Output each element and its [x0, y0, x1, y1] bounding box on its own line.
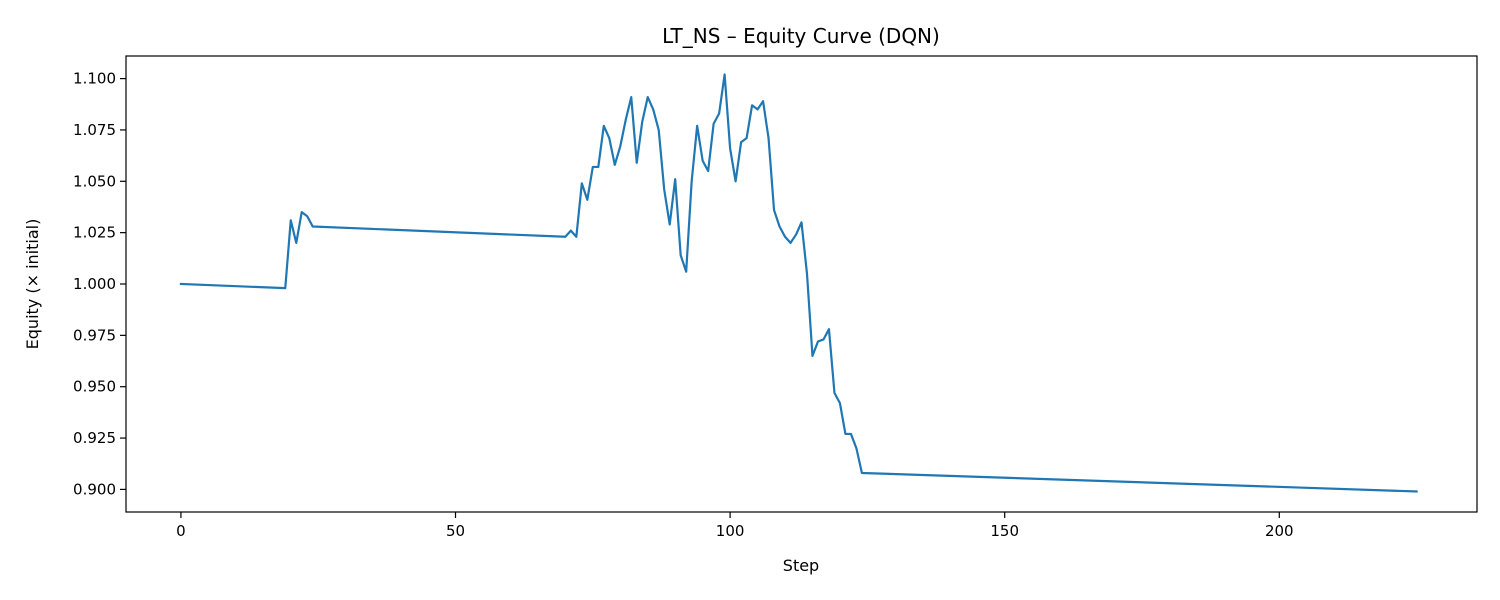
x-tick-label: 200: [1265, 522, 1294, 540]
x-tick-label: 0: [176, 522, 186, 540]
axes-frame: [125, 55, 1478, 513]
x-tick-label: 50: [446, 522, 465, 540]
y-tick-label: 1.100: [73, 70, 116, 88]
x-tick-label: 100: [716, 522, 745, 540]
y-tick-label: 1.025: [73, 224, 116, 242]
y-axis-label: Equity (× initial): [23, 219, 42, 350]
y-tick-label: 1.075: [73, 121, 116, 139]
y-tick-label: 0.925: [73, 429, 116, 447]
x-axis-label: Step: [783, 556, 819, 575]
x-tick-label: 150: [990, 522, 1019, 540]
y-tick-label: 0.975: [73, 326, 116, 344]
y-tick-label: 1.050: [73, 172, 116, 190]
equity-series-line: [179, 73, 1418, 493]
plot-area: 0 50 100 150 200 0.900 0.925 0.950 0.975 1.000 1.0…: [73, 55, 1478, 540]
chart-title: LT_NS – Equity Curve (DQN): [662, 24, 940, 48]
y-tick-label: 1.000: [73, 275, 116, 293]
y-tick-label: 0.900: [73, 480, 116, 498]
y-tick-label: 0.950: [73, 378, 116, 396]
